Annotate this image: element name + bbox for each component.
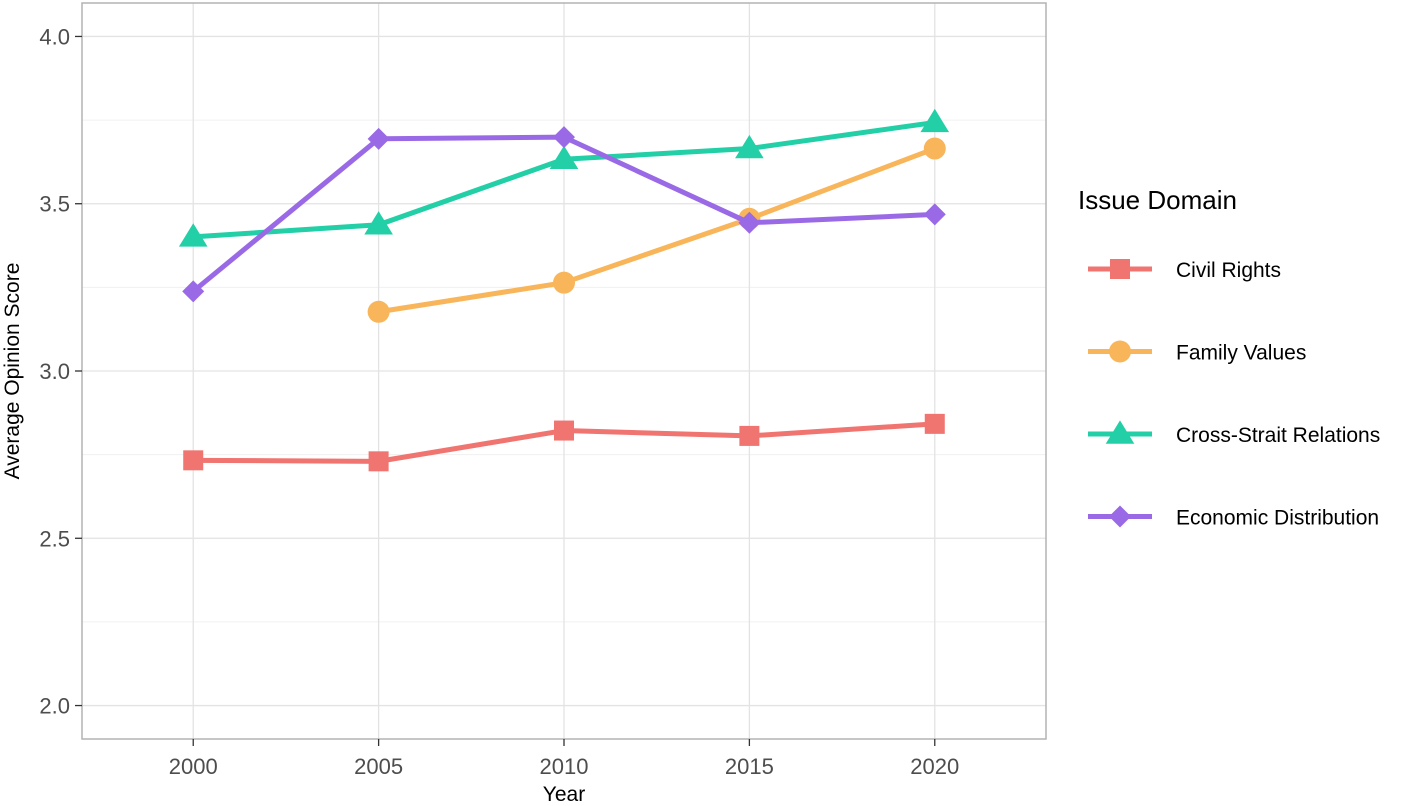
y-tick-label: 2.0 xyxy=(39,694,70,719)
series-economic-distribution xyxy=(182,126,946,303)
legend-key-marker xyxy=(1110,259,1130,279)
series-cross-strait-relations xyxy=(178,108,950,247)
legend-label: Civil Rights xyxy=(1176,259,1281,282)
data-point-economic-distribution xyxy=(923,203,946,226)
data-point-cross-strait-relations xyxy=(178,223,208,247)
data-point-family-values xyxy=(553,271,575,294)
legend-item-cross-strait-relations: Cross-Strait Relations xyxy=(1088,420,1380,447)
data-point-economic-distribution xyxy=(553,126,575,149)
y-tick-label: 2.5 xyxy=(39,526,70,551)
data-point-cross-strait-relations xyxy=(549,145,579,169)
x-tick-label: 2020 xyxy=(910,754,959,779)
data-point-civil-rights xyxy=(554,420,574,441)
legend-item-family-values: Family Values xyxy=(1088,340,1306,365)
legend-label: Economic Distribution xyxy=(1176,507,1379,530)
tick-layer: 2.0 2.5 3.0 3.5 4.0 2000 2005 2010 2015 2020 xyxy=(39,24,959,779)
data-point-economic-distribution xyxy=(738,211,761,234)
data-point-cross-strait-relations xyxy=(364,211,393,235)
y-tick-label: 3.5 xyxy=(39,192,70,217)
x-tick-label: 2010 xyxy=(540,754,589,779)
legend: Issue Domain Civil Rights Family Values Cr… xyxy=(1078,185,1380,530)
series-civil-rights xyxy=(183,413,945,472)
x-axis-title: Year xyxy=(543,783,585,806)
y-axis-title: Average Opinion Score xyxy=(1,263,24,480)
y-tick-label: 3.0 xyxy=(39,359,70,384)
series-layer xyxy=(178,108,950,472)
data-point-civil-rights xyxy=(739,425,760,446)
grid-lines xyxy=(82,3,1046,739)
legend-key-marker xyxy=(1109,505,1131,528)
y-tick-label: 4.0 xyxy=(39,24,70,49)
data-point-family-values xyxy=(367,300,390,323)
data-point-family-values xyxy=(923,137,946,160)
data-point-economic-distribution xyxy=(367,127,390,150)
legend-label: Cross-Strait Relations xyxy=(1176,424,1380,447)
legend-label: Family Values xyxy=(1176,342,1306,365)
legend-key-marker xyxy=(1109,340,1131,363)
data-point-economic-distribution xyxy=(182,280,205,303)
legend-title: Issue Domain xyxy=(1078,185,1237,215)
data-point-cross-strait-relations xyxy=(735,134,764,159)
data-point-cross-strait-relations xyxy=(920,108,950,133)
data-point-civil-rights xyxy=(924,413,945,434)
x-tick-label: 2000 xyxy=(169,754,218,779)
data-point-civil-rights xyxy=(368,451,389,472)
legend-item-economic-distribution: Economic Distribution xyxy=(1088,505,1379,530)
x-tick-label: 2005 xyxy=(354,754,403,779)
series-line-family-values xyxy=(376,146,938,315)
series-family-values xyxy=(367,137,946,323)
x-tick-label: 2015 xyxy=(725,754,774,779)
data-point-civil-rights xyxy=(183,450,204,471)
legend-key-marker xyxy=(1105,420,1135,444)
legend-items: Civil Rights Family Values Cross-Strait Re… xyxy=(1088,259,1380,530)
legend-item-civil-rights: Civil Rights xyxy=(1088,259,1281,282)
